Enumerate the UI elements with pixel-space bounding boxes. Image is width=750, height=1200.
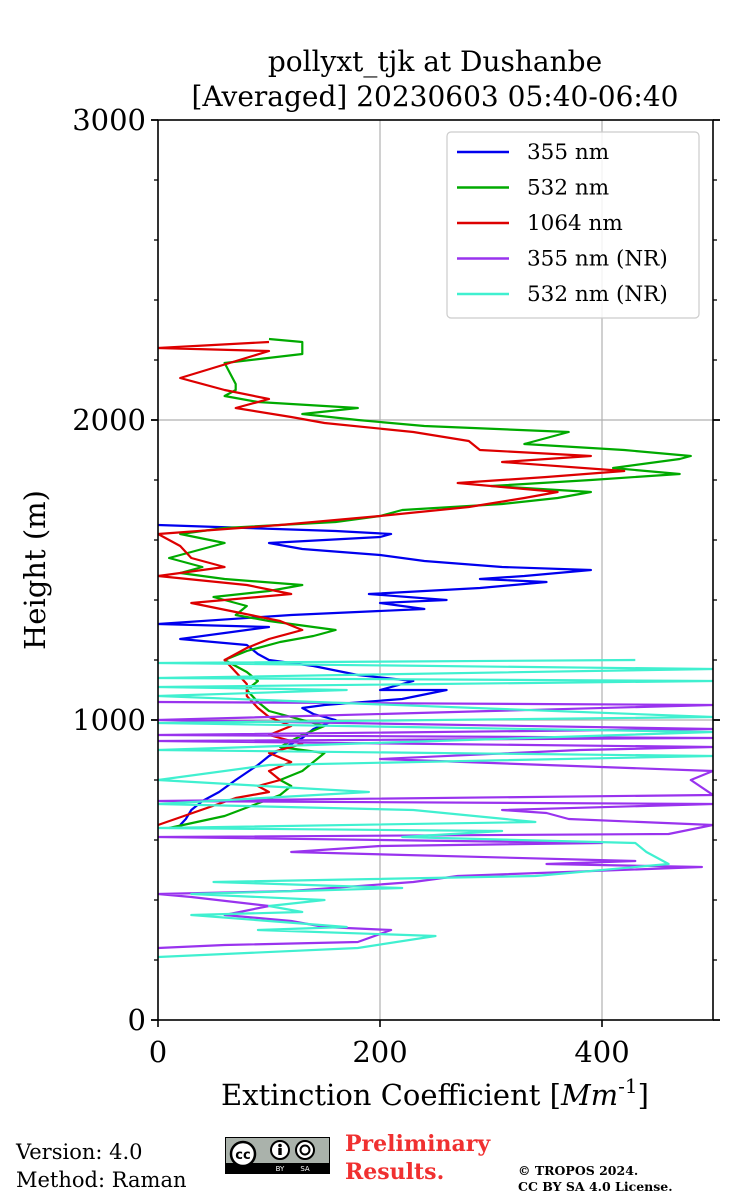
series-lines [158, 337, 713, 959]
preliminary-line-1: Preliminary [345, 1131, 491, 1157]
y-tick-label: 2000 [72, 403, 146, 437]
legend: 355 nm 532 nm 1064 nm 355 nm (NR) 532 nm (NR… [446, 131, 700, 319]
by-label: BY [276, 1165, 285, 1173]
copyright-line-2: CC BY SA 4.0 License. [518, 1179, 673, 1194]
legend-label: 532 nm [527, 176, 609, 201]
x-tick-label: 400 [574, 1035, 629, 1069]
sa-label: SA [300, 1165, 310, 1173]
legend-box [446, 131, 700, 319]
legend-label: 355 nm (NR) [527, 247, 668, 272]
preliminary-notice: Preliminary Results. [345, 1130, 490, 1186]
series-line-4 [158, 658, 713, 959]
y-axis-label: Height (m) [18, 490, 52, 650]
copyright-line-1: © TROPOS 2024. [518, 1163, 639, 1178]
footer-info: Version: 4.0 Method: Raman [16, 1138, 187, 1194]
version-text: Version: 4.0 [16, 1140, 143, 1164]
x-tick-label: 0 [149, 1035, 167, 1069]
x-axis-label: Extinction Coefficient [Mm-1] [221, 1074, 649, 1112]
plot-frame [157, 119, 714, 1021]
cc-letters: cc [235, 1148, 250, 1163]
series-line-1 [168, 337, 692, 830]
series-line-3 [158, 700, 713, 950]
y-tick-label: 1000 [72, 703, 146, 737]
chart-title: pollyxt_tjk at Dushanbe [268, 45, 602, 78]
chart-subtitle: [Averaged] 20230603 05:40-06:40 [192, 80, 679, 113]
legend-label: 355 nm [527, 140, 609, 165]
method-text: Method: Raman [16, 1168, 187, 1192]
copyright-notice: © TROPOS 2024. CC BY SA 4.0 License. [518, 1163, 673, 1195]
legend-label: 532 nm (NR) [527, 282, 668, 307]
preliminary-line-2: Results. [345, 1159, 445, 1185]
x-tick-label: 200 [352, 1035, 407, 1069]
cc-by-sa-badge-icon: cc BY SA [225, 1137, 330, 1174]
y-tick-label: 0 [128, 1003, 146, 1037]
legend-label: 1064 nm [527, 211, 623, 236]
y-tick-label: 3000 [72, 103, 146, 137]
axis-ticks: 0 200 400 0 1000 2000 3000 [72, 103, 720, 1069]
